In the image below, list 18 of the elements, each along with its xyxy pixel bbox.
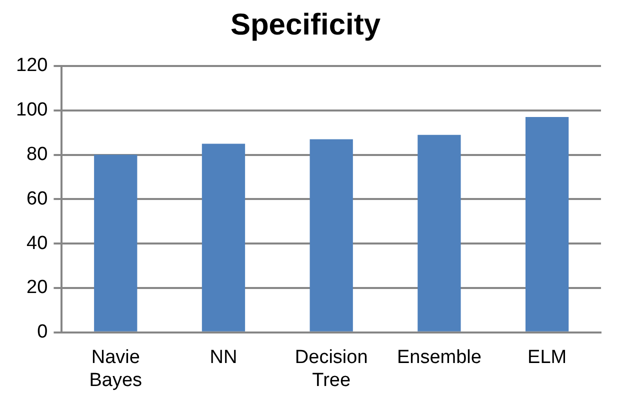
y-tick-label: 120 [16, 55, 48, 76]
x-tick-label: Navie Bayes [89, 347, 142, 391]
x-tick-label: Decision Tree [294, 347, 368, 391]
bar [418, 134, 461, 332]
x-tick-label: ELM [528, 347, 567, 368]
y-tick-label: 40 [26, 232, 48, 254]
x-tick-label: NN [210, 347, 238, 368]
bar [310, 139, 353, 332]
bar [526, 117, 569, 332]
bar [94, 154, 138, 332]
y-tick-label: 0 [37, 322, 48, 343]
y-tick-label: 100 [16, 100, 48, 121]
x-tick-label: Ensemble [396, 347, 482, 368]
y-tick-label: 20 [26, 277, 48, 298]
y-tick-label: 60 [26, 188, 48, 210]
y-tick-label: 80 [26, 144, 48, 166]
chart-title: Specificity [230, 8, 381, 42]
bar [202, 144, 246, 332]
